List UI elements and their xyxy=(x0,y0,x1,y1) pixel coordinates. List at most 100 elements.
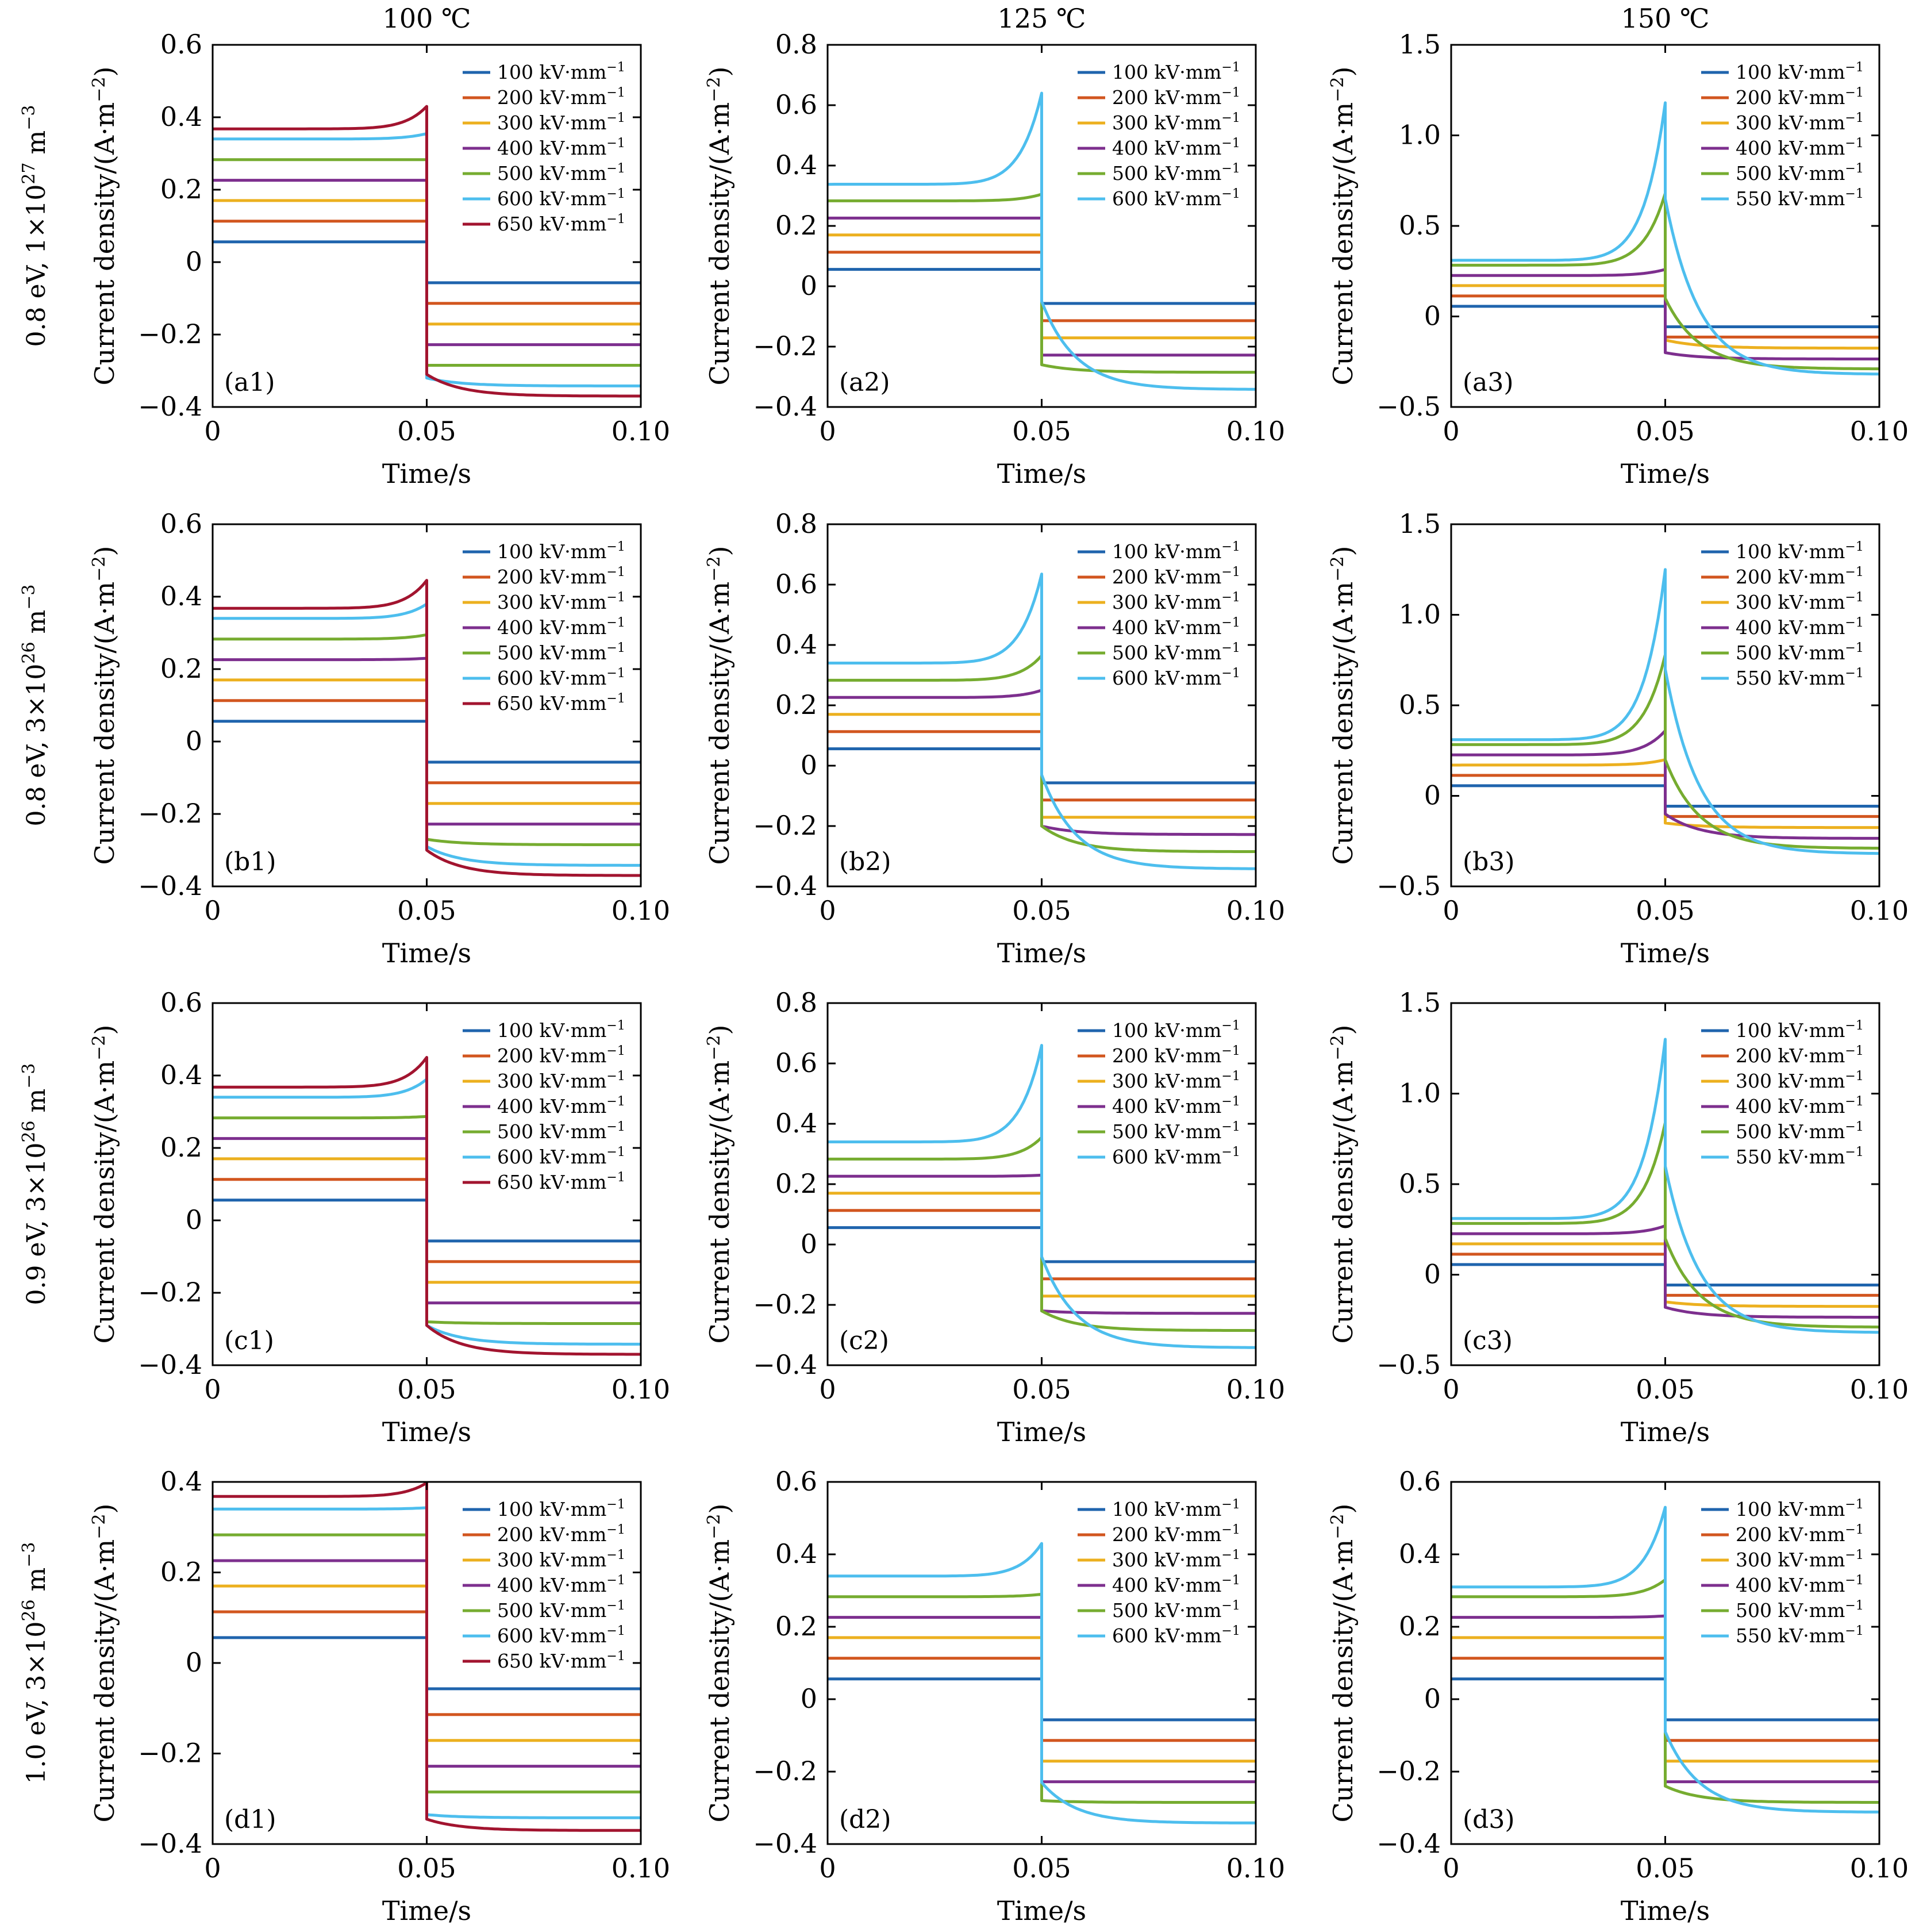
series-group xyxy=(1451,101,1879,376)
y-tick-label: 0.2 xyxy=(775,689,817,720)
series-line-650 xyxy=(213,1056,641,1356)
legend-label: 600 kV·mm−1 xyxy=(497,1624,625,1647)
x-tick-label: 0.10 xyxy=(1226,416,1285,447)
y-tick-label: 0.6 xyxy=(160,29,202,60)
y-tick-label: 0.2 xyxy=(775,210,817,241)
panel-a2: −0.4 −0.2 0 0.2 0.4 0.6 0.8 0 0.05 0.10 Time/s Curr… xyxy=(704,29,1285,489)
y-tick-label: 0.4 xyxy=(160,101,202,132)
series-group xyxy=(828,1044,1256,1349)
y-tick-label: 1.0 xyxy=(1399,120,1441,151)
legend-label: 600 kV·mm−1 xyxy=(1112,187,1240,210)
y-tick-label: 0 xyxy=(801,1228,817,1259)
x-tick-label: 0.05 xyxy=(1012,1374,1071,1405)
x-tick-label: 0.05 xyxy=(1636,1374,1694,1405)
legend-label: 300 kV·mm−1 xyxy=(497,590,625,613)
legend-label: 500 kV·mm−1 xyxy=(1112,641,1240,664)
y-tick-label: 0 xyxy=(1424,1259,1441,1290)
legend-label: 600 kV·mm−1 xyxy=(1112,1624,1240,1647)
x-tick-label: 0.10 xyxy=(1226,1374,1285,1405)
y-axis-label: Current density/(A·m−2) xyxy=(1328,1025,1359,1344)
x-axis-label: Time/s xyxy=(1621,1895,1710,1926)
y-tick-label: 0.4 xyxy=(775,629,817,660)
y-tick-label: 1.0 xyxy=(1399,599,1441,630)
y-tick-label: 0.8 xyxy=(775,508,817,539)
legend-label: 100 kV·mm−1 xyxy=(1112,1019,1240,1042)
row-label: 0.9 eV, 3×1026 m−3 xyxy=(19,1063,51,1305)
panel-label: (d2) xyxy=(839,1805,891,1834)
panel-a1: −0.4 −0.2 0 0.2 0.4 0.6 0 0.05 0.10 Time/s Current… xyxy=(89,29,670,489)
x-tick-label: 0 xyxy=(819,1374,836,1405)
x-tick-label: 0.10 xyxy=(1226,895,1285,926)
panel-c2: −0.4 −0.2 0 0.2 0.4 0.6 0.8 0 0.05 0.10 Time/s Curr… xyxy=(704,987,1285,1447)
y-tick-label: 0.5 xyxy=(1399,1168,1441,1199)
x-tick-label: 0.10 xyxy=(1850,1374,1909,1405)
y-tick-label: −0.4 xyxy=(753,870,817,901)
y-tick-label: 1.5 xyxy=(1399,508,1441,539)
x-axis-label: Time/s xyxy=(1621,458,1710,489)
y-tick-label: 0.6 xyxy=(775,89,817,120)
y-axis-label: Current density/(A·m−2) xyxy=(1328,67,1359,386)
legend-label: 200 kV·mm−1 xyxy=(1112,1523,1240,1546)
row-label: 1.0 eV, 3×1026 m−3 xyxy=(19,1542,51,1784)
legend-label: 400 kV·mm−1 xyxy=(1112,1573,1240,1596)
legend-label: 650 kV·mm−1 xyxy=(497,1649,625,1672)
series-line-500 xyxy=(1451,653,1879,850)
series-line-600 xyxy=(828,91,1256,391)
x-axis-label: Time/s xyxy=(997,458,1086,489)
series-line-600 xyxy=(1451,1038,1879,1334)
y-tick-label: −0.4 xyxy=(138,870,202,901)
panel-label: (b1) xyxy=(224,847,276,877)
y-tick-label: 0 xyxy=(1424,780,1441,811)
y-axis-label: Current density/(A·m−2) xyxy=(89,1025,120,1344)
y-tick-label: −0.2 xyxy=(138,318,202,349)
legend-label: 400 kV·mm−1 xyxy=(1112,136,1240,159)
legend-label: 600 kV·mm−1 xyxy=(497,666,625,689)
y-axis-label: Current density/(A·m−2) xyxy=(1328,546,1359,865)
y-tick-label: 0.2 xyxy=(775,1611,817,1642)
legend-label: 300 kV·mm−1 xyxy=(497,1069,625,1092)
legend-label: 100 kV·mm−1 xyxy=(497,540,625,563)
x-tick-label: 0 xyxy=(204,895,221,926)
legend-label: 300 kV·mm−1 xyxy=(1112,1069,1240,1092)
legend-label: 100 kV·mm−1 xyxy=(497,1497,625,1520)
legend-label: 300 kV·mm−1 xyxy=(1112,590,1240,613)
x-tick-label: 0.05 xyxy=(397,1374,456,1405)
legend-label: 100 kV·mm−1 xyxy=(1736,60,1864,83)
series-group xyxy=(213,579,641,877)
series-line-400 xyxy=(1451,268,1879,360)
y-tick-label: −0.2 xyxy=(138,1738,202,1769)
y-tick-label: −0.5 xyxy=(1376,391,1441,422)
legend-label: 500 kV·mm−1 xyxy=(497,1599,625,1622)
y-tick-label: 0 xyxy=(186,725,202,756)
panel-label: (d1) xyxy=(224,1805,276,1834)
x-tick-label: 0 xyxy=(1443,1374,1459,1405)
x-tick-label: 0.05 xyxy=(397,1853,456,1884)
column-title: 100 ℃ xyxy=(383,3,471,34)
column-title: 150 ℃ xyxy=(1621,3,1710,34)
panel-d2: −0.4 −0.2 0 0.2 0.4 0.6 0 0.05 0.10 Time/s Current… xyxy=(704,1466,1285,1926)
panel-b2: −0.4 −0.2 0 0.2 0.4 0.6 0.8 0 0.05 0.10 Time/s Curr… xyxy=(704,508,1285,969)
series-line-600 xyxy=(828,573,1256,870)
legend-label: 500 kV·mm−1 xyxy=(497,162,625,185)
y-tick-label: −0.2 xyxy=(753,1756,817,1787)
legend-label: 550 kV·mm−1 xyxy=(1736,1145,1864,1168)
x-tick-label: 0.05 xyxy=(397,416,456,447)
panel-label: (a1) xyxy=(224,368,275,397)
legend-label: 600 kV·mm−1 xyxy=(497,1145,625,1168)
y-axis-label: Current density/(A·m−2) xyxy=(704,1504,735,1823)
legend-label: 100 kV·mm−1 xyxy=(1736,540,1864,563)
series-line-400 xyxy=(1451,1224,1879,1319)
x-tick-label: 0.10 xyxy=(611,1374,670,1405)
panel-label: (a3) xyxy=(1463,368,1514,397)
series-line-650 xyxy=(213,105,641,398)
legend-label: 650 kV·mm−1 xyxy=(497,692,625,715)
y-tick-label: 0.4 xyxy=(160,1466,202,1497)
legend-label: 100 kV·mm−1 xyxy=(1112,1497,1240,1520)
y-axis-label: Current density/(A·m−2) xyxy=(89,546,120,865)
x-tick-label: 0.05 xyxy=(1012,895,1071,926)
y-tick-label: −0.2 xyxy=(753,810,817,841)
x-axis-label: Time/s xyxy=(382,458,471,489)
y-tick-label: 0 xyxy=(801,750,817,781)
